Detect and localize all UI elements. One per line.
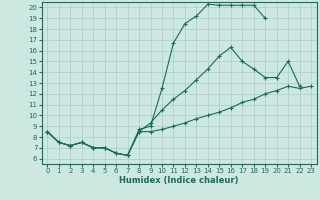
X-axis label: Humidex (Indice chaleur): Humidex (Indice chaleur) xyxy=(119,176,239,185)
